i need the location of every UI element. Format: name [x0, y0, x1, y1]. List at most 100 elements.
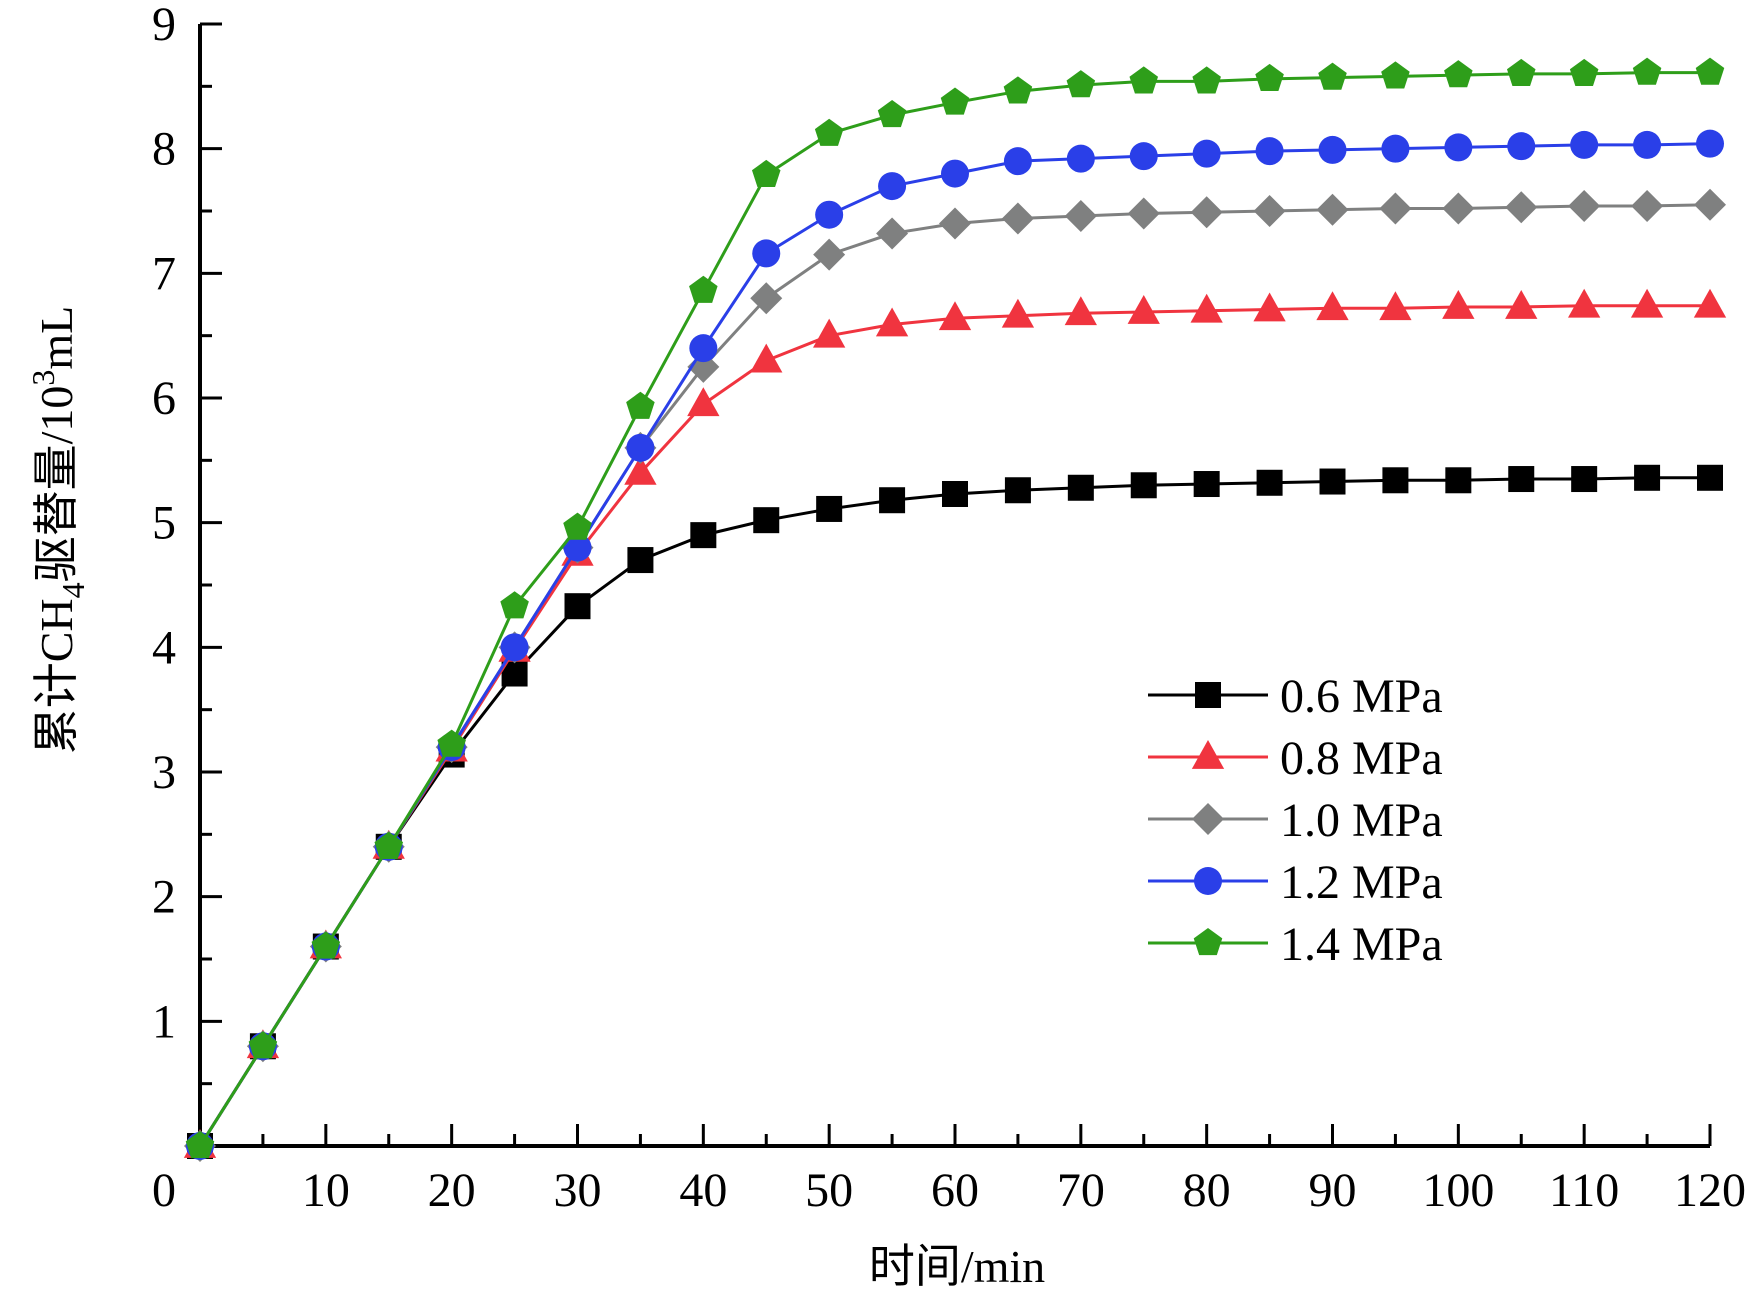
data-point [942, 480, 968, 507]
x-axis-label: 时间/min [869, 1241, 1045, 1292]
legend-marker [1195, 682, 1221, 708]
x-tick-label: 10 [302, 1164, 350, 1217]
data-point [1568, 288, 1601, 318]
series-square [187, 464, 1723, 1159]
legend: 0.6 MPa 0.8 MPa 1.0 MPa 1.2 MPa 1.4 MPa [1148, 670, 1443, 971]
legend-marker [1192, 803, 1224, 835]
data-point [1316, 291, 1349, 321]
tick-marks [198, 22, 1712, 1146]
data-point [813, 318, 846, 348]
data-point [689, 334, 718, 363]
y-tick-label: 6 [152, 372, 176, 425]
data-point [1696, 129, 1724, 158]
data-point [1633, 130, 1662, 159]
data-point [1255, 137, 1284, 166]
data-point [1379, 192, 1412, 225]
data-point [563, 533, 592, 562]
series-line [198, 476, 1710, 1147]
y-tick-label: 1 [152, 995, 176, 1048]
legend-label: 1.2 MPa [1280, 856, 1443, 909]
data-point [750, 282, 783, 315]
data-point [1505, 289, 1538, 319]
data-point [941, 159, 969, 188]
data-point [1129, 66, 1159, 94]
data-point [687, 387, 720, 417]
data-point [1445, 467, 1472, 494]
data-point [1255, 63, 1284, 91]
data-point [1193, 471, 1220, 498]
data-point [689, 275, 718, 303]
data-point [1003, 147, 1032, 176]
series-diamond [184, 188, 1726, 1162]
y-axis-label-rest: 驱替量/10 [31, 386, 82, 583]
data-point [1381, 61, 1410, 89]
data-point [1382, 467, 1409, 494]
data-point [1442, 289, 1475, 319]
data-point [1697, 464, 1723, 491]
data-point [624, 455, 657, 485]
y-tick-label: 8 [152, 123, 176, 176]
y-axis-label: 累计CH4驱替量/103mL [25, 306, 91, 755]
data-point [1508, 466, 1535, 493]
data-point [1571, 466, 1598, 493]
data-point [1066, 70, 1096, 98]
data-point [1192, 139, 1221, 168]
data-point [1190, 196, 1223, 229]
data-point [1318, 135, 1347, 164]
axes [198, 24, 1710, 1148]
tick-labels: 0 10 20 30 40 50 60 70 80 90 100 110 120 1 2 3 4 5 6 7 8 9 [152, 0, 1746, 1217]
data-point [1505, 191, 1538, 224]
data-point [1379, 291, 1412, 321]
x-tick-label: 0 [152, 1164, 176, 1217]
data-point [1695, 57, 1725, 85]
data-point [1569, 58, 1599, 86]
data-point [1253, 292, 1286, 322]
data-point [938, 301, 972, 331]
data-point [1632, 57, 1662, 85]
data-point [1067, 474, 1094, 501]
data-point [1506, 58, 1536, 86]
data-point [311, 931, 341, 959]
data-point [1127, 197, 1160, 230]
data-point [1507, 132, 1536, 161]
plot-area: 0 10 20 30 40 50 60 70 80 90 100 110 120 1 2 3 4 5 6 7 8 9 [152, 0, 1746, 1217]
legend-item: 0.6 MPa [1148, 670, 1443, 723]
data-point [1693, 288, 1727, 318]
y-tick-label: 2 [152, 871, 176, 924]
data-point [437, 729, 466, 757]
y-axis-label-subscript: 4 [55, 582, 91, 598]
series-pentagon [185, 57, 1725, 1159]
data-point [1190, 293, 1223, 323]
data-point [879, 487, 906, 514]
data-point [816, 495, 843, 522]
legend-label: 0.8 MPa [1280, 732, 1443, 785]
legend-marker [1194, 867, 1222, 895]
y-tick-label: 9 [152, 0, 176, 51]
data-point [752, 239, 781, 268]
data-point [1004, 477, 1031, 504]
x-tick-label: 120 [1674, 1164, 1746, 1217]
legend-item: 1.4 MPa [1148, 918, 1443, 971]
x-tick-label: 50 [805, 1164, 853, 1217]
data-point [564, 593, 591, 620]
data-point [813, 238, 846, 271]
legend-item: 1.2 MPa [1148, 856, 1443, 909]
data-point [1631, 190, 1664, 223]
legend-label: 0.6 MPa [1280, 670, 1443, 723]
data-point [1381, 134, 1410, 163]
data-point [563, 512, 592, 540]
legend-label: 1.0 MPa [1280, 794, 1443, 847]
data-point [627, 547, 654, 574]
x-tick-label: 20 [428, 1164, 476, 1217]
series-line [198, 203, 1711, 1147]
data-point [1001, 298, 1035, 328]
series-triangle [183, 288, 1727, 1158]
data-point [1001, 202, 1034, 235]
series-layer [183, 57, 1727, 1162]
legend-item: 0.8 MPa [1148, 732, 1443, 785]
y-tick-label: 4 [152, 621, 176, 674]
data-point [940, 87, 970, 115]
data-point [1256, 469, 1283, 496]
data-point [500, 591, 529, 619]
